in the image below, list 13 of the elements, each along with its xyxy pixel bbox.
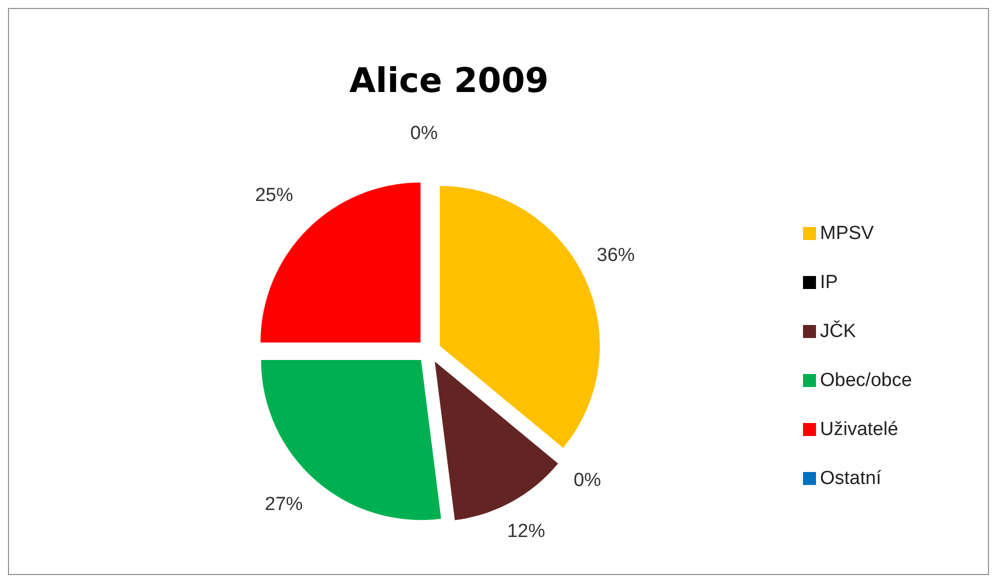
legend-label: MPSV	[820, 222, 874, 244]
data-label: 27%	[264, 494, 303, 516]
text: 0%	[574, 470, 602, 492]
data-label: 36%	[596, 244, 635, 267]
legend-label: Ostatní	[820, 468, 882, 490]
legend-label: IP	[820, 272, 838, 294]
data-label: 12%	[507, 520, 546, 543]
data-label: 25%	[255, 185, 294, 208]
legend-label: JČK	[820, 320, 856, 342]
chart-title: Alice 2009	[348, 61, 550, 101]
text: 0%	[410, 123, 438, 144]
legend-label: Obec/obce	[820, 370, 912, 392]
legend-label: Uživatelé	[820, 418, 898, 440]
